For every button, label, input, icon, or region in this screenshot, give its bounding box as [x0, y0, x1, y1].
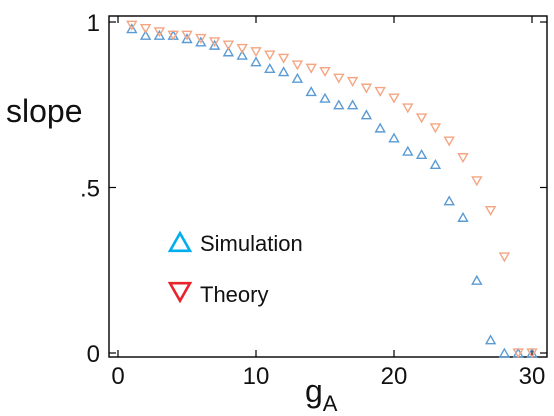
- point-theory-20: [402, 103, 414, 114]
- x-tick-label-3: 30: [519, 363, 546, 390]
- x-tick-label-0: 0: [111, 363, 124, 390]
- point-simulation-22: [429, 158, 442, 169]
- point-theory-25: [471, 176, 483, 187]
- point-simulation-14: [319, 92, 331, 103]
- point-theory-7: [222, 40, 235, 51]
- y-tick-label-1: .5: [80, 176, 100, 203]
- point-theory-21: [415, 113, 428, 124]
- point-theory-27: [498, 252, 511, 263]
- point-simulation-25: [471, 274, 483, 285]
- point-simulation-15: [333, 99, 345, 110]
- point-simulation-20: [402, 145, 414, 156]
- point-simulation-17: [360, 109, 373, 120]
- point-theory-2: [153, 27, 166, 38]
- point-theory-8: [236, 43, 248, 54]
- point-simulation-12: [291, 72, 304, 83]
- point-simulation-24: [457, 211, 469, 222]
- point-theory-6: [208, 37, 221, 48]
- point-theory-3: [167, 30, 179, 41]
- point-simulation-13: [305, 86, 317, 97]
- point-simulation-23: [443, 195, 455, 206]
- y-axis-tick-labels: 0.51: [80, 10, 100, 368]
- data-points: [126, 20, 538, 359]
- point-simulation-16: [346, 99, 359, 110]
- point-simulation-8: [236, 49, 248, 60]
- point-theory-18: [374, 86, 386, 97]
- x-axis-title-main: g: [305, 373, 323, 409]
- point-simulation-18: [374, 122, 386, 133]
- point-simulation-9: [250, 56, 262, 67]
- point-theory-11: [277, 53, 290, 64]
- x-tick-label-2: 20: [381, 363, 408, 390]
- point-simulation-1: [139, 29, 152, 40]
- x-axis-title: gA: [305, 373, 338, 416]
- point-theory-23: [443, 136, 455, 147]
- series-theory: [126, 20, 538, 359]
- point-theory-14: [319, 66, 331, 78]
- legend-label-simulation: Simulation: [200, 231, 303, 256]
- legend-marker-theory: [167, 281, 193, 304]
- point-theory-19: [388, 93, 400, 104]
- legend: Simulation Theory: [167, 230, 303, 307]
- point-theory-24: [457, 153, 469, 164]
- point-theory-22: [429, 123, 442, 134]
- point-theory-0: [126, 20, 138, 31]
- point-theory-1: [139, 23, 152, 34]
- point-simulation-10: [264, 62, 276, 73]
- point-theory-10: [264, 50, 276, 61]
- point-simulation-0: [126, 23, 138, 34]
- point-theory-9: [250, 47, 262, 58]
- x-tick-label-1: 10: [243, 363, 270, 390]
- y-axis-title: slope: [6, 93, 83, 129]
- y-tick-label-0: 0: [87, 341, 100, 368]
- plot-frame: [108, 15, 548, 358]
- point-simulation-6: [208, 39, 221, 50]
- point-theory-12: [291, 60, 304, 71]
- legend-marker-simulation: [167, 230, 193, 253]
- point-theory-29: [526, 348, 538, 359]
- point-simulation-4: [181, 33, 193, 44]
- point-theory-5: [195, 33, 207, 44]
- point-simulation-2: [153, 29, 166, 40]
- point-simulation-19: [388, 132, 400, 143]
- point-simulation-11: [277, 66, 290, 77]
- x-axis-title-subscript: A: [323, 391, 338, 416]
- point-theory-28: [512, 348, 524, 359]
- point-simulation-5: [195, 36, 207, 47]
- point-simulation-21: [415, 149, 428, 160]
- legend-label-theory: Theory: [200, 282, 268, 307]
- point-theory-4: [181, 30, 193, 41]
- y-axis-ticks: [109, 21, 547, 354]
- point-theory-26: [484, 206, 497, 217]
- point-theory-16: [346, 76, 359, 87]
- point-theory-13: [305, 63, 317, 74]
- point-simulation-27: [498, 347, 511, 358]
- point-theory-15: [333, 73, 345, 84]
- y-tick-label-2: 1: [87, 10, 100, 37]
- point-simulation-26: [484, 334, 497, 345]
- series-simulation: [126, 23, 538, 358]
- point-theory-17: [360, 83, 373, 94]
- x-axis-tick-labels: 0 10 20 30: [111, 363, 545, 390]
- point-simulation-7: [222, 46, 235, 57]
